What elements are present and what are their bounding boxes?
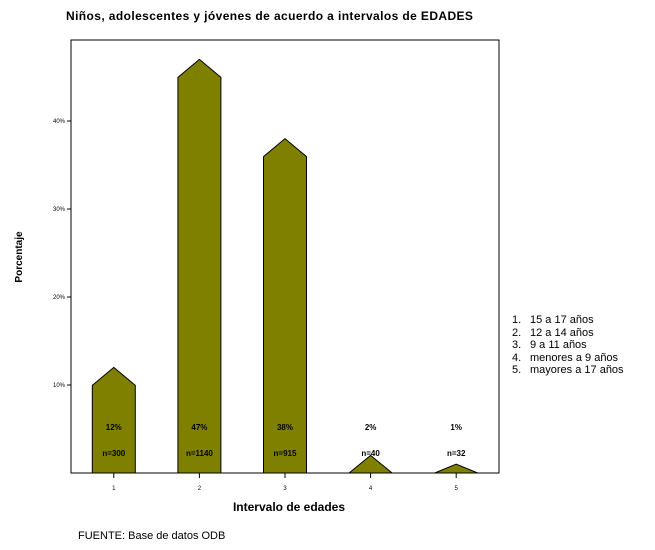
x-tick-label: 5 xyxy=(455,486,459,492)
x-axis-label: Intervalo de edades xyxy=(233,500,345,514)
bar xyxy=(177,58,222,474)
legend: 1. 15 a 17 años 2. 12 a 14 años 3. 9 a 11 a… xyxy=(512,314,624,377)
y-tick-label: 20% xyxy=(53,295,66,301)
n-label: n=915 xyxy=(274,449,297,458)
legend-item: 1. 15 a 17 años xyxy=(512,314,594,326)
n-label: n=32 xyxy=(447,449,466,458)
y-tick-label: 10% xyxy=(53,383,66,389)
n-label: n=300 xyxy=(102,449,125,458)
percent-label: 38% xyxy=(277,423,293,432)
x-tick-label: 2 xyxy=(198,486,202,492)
legend-item: 3. 9 a 11 años xyxy=(512,339,587,351)
percent-label: 47% xyxy=(191,423,207,432)
legend-item: 5. mayores a 17 años xyxy=(512,364,624,376)
x-axis: 1 2 3 4 5 xyxy=(112,473,459,492)
y-axis-label: Porcentaje xyxy=(14,231,25,283)
legend-item: 4. menores a 9 años xyxy=(512,351,619,364)
x-tick-label: 1 xyxy=(112,486,116,492)
source-note: FUENTE: Base de datos ODB xyxy=(78,530,226,542)
y-tick-label: 30% xyxy=(53,207,66,213)
data-labels: 12% n=300 47% n=1140 38% n=915 2% n=40 1% n=32 xyxy=(102,423,466,458)
x-tick-label: 4 xyxy=(369,486,373,492)
y-tick-label: 40% xyxy=(53,119,66,125)
bar xyxy=(91,366,136,474)
n-label: n=40 xyxy=(361,449,380,458)
bar xyxy=(263,137,307,474)
legend-item: 2. 12 a 14 años xyxy=(512,326,594,339)
y-axis: 10% 20% 30% 40% xyxy=(53,119,71,389)
bar xyxy=(347,454,394,474)
chart-title: Niños, adolescentes y jóvenes de acuerdo… xyxy=(66,9,473,23)
bars xyxy=(91,58,478,474)
bar xyxy=(434,463,478,474)
percent-label: 1% xyxy=(450,423,462,432)
x-tick-label: 3 xyxy=(283,486,287,492)
n-label: n=1140 xyxy=(186,449,213,458)
percent-label: 2% xyxy=(365,423,377,432)
percent-label: 12% xyxy=(106,423,122,432)
